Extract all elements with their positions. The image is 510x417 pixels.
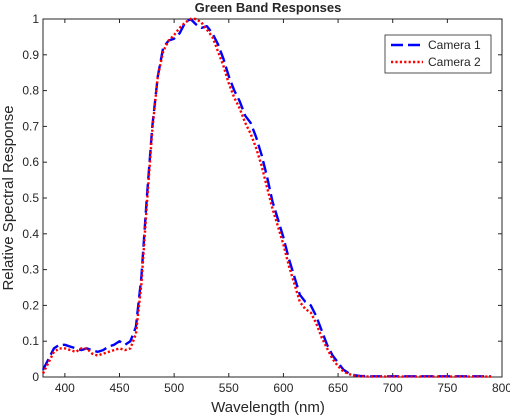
x-tick-label: 500 (164, 381, 184, 395)
chart-title: Green Band Responses (195, 0, 342, 15)
y-tick-label: 1 (32, 12, 39, 26)
series-line-camera-1 (41, 17, 492, 378)
x-axis-label: Wavelength (nm) (211, 399, 325, 416)
x-tick-label: 400 (55, 381, 75, 395)
y-tick-label: 0.2 (22, 298, 39, 312)
x-tick-label: 650 (328, 381, 348, 395)
y-axis-label: Relative Spectral Response (0, 105, 17, 290)
x-tick-label: 550 (219, 381, 239, 395)
plot-area: 400 450 500 550 600 650 700 750 800 0 0.1 0.2 0.3 0.… (22, 12, 510, 395)
y-tick-label: 0.6 (22, 155, 39, 169)
y-tick-label: 0.4 (22, 227, 39, 241)
y-tick-label: 0.7 (22, 119, 39, 133)
x-tick-label: 600 (273, 381, 293, 395)
series-layer (41, 17, 492, 378)
y-tick-label: 0.8 (22, 84, 39, 98)
x-tick-label: 700 (383, 381, 403, 395)
y-axis-ticks: 0 0.1 0.2 0.3 0.4 0.5 0.6 0.7 0.8 0.9 1 (22, 12, 502, 384)
x-axis-ticks: 400 450 500 550 600 650 700 750 800 (55, 19, 510, 395)
legend-box (384, 34, 492, 74)
y-tick-label: 0.9 (22, 48, 39, 62)
y-tick-label: 0.5 (22, 191, 39, 205)
y-tick-label: 0 (32, 370, 39, 384)
y-tick-label: 0.3 (22, 263, 39, 277)
y-tick-label: 0.1 (22, 334, 39, 348)
legend: Camera 1 Camera 2 (384, 34, 492, 74)
x-tick-label: 750 (437, 381, 457, 395)
series-line-camera-2 (41, 17, 492, 378)
x-tick-label: 800 (492, 381, 510, 395)
x-tick-label: 450 (109, 381, 129, 395)
legend-label-camera-1: Camera 1 (428, 38, 481, 52)
legend-label-camera-2: Camera 2 (428, 55, 481, 69)
